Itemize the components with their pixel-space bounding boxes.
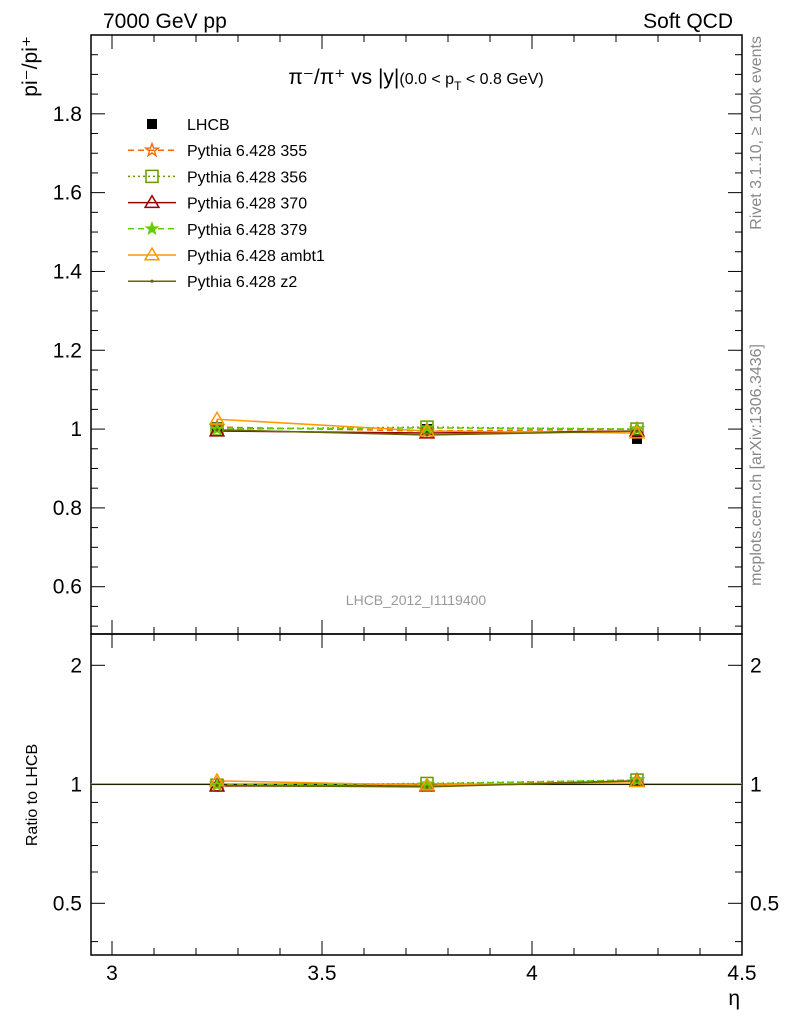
- analysis-watermark: LHCB_2012_I1119400: [346, 592, 487, 608]
- y-tick-label: 1.6: [53, 182, 82, 205]
- legend-marker: [143, 141, 161, 158]
- series-5-point: [628, 424, 646, 439]
- legend-marker: [150, 279, 154, 283]
- ratio-y-tick-label: 0.5: [53, 892, 82, 915]
- series-6-point: [425, 433, 429, 437]
- legend-label: LHCB: [187, 117, 230, 134]
- ratio-y-tick-label-right: 2: [750, 654, 762, 677]
- legend-marker: [147, 119, 157, 129]
- legend-label: Pythia 6.428 370: [187, 196, 307, 213]
- rivet-version-text: Rivet 3.1.10, ≥ 100k events: [748, 36, 765, 230]
- chart-title-cut-sub: T: [454, 79, 462, 93]
- legend-marker: [143, 246, 161, 261]
- legend-marker: [144, 221, 160, 236]
- chart-title: π⁻/π⁺ vs |y|(0.0 < pT < 0.8 GeV): [288, 66, 543, 93]
- legend-label: Pythia 6.428 356: [187, 169, 307, 186]
- series-6-point: [215, 428, 219, 432]
- series-5-ratio-point: [418, 776, 436, 791]
- y-tick-label: 1: [70, 418, 82, 441]
- series-6-ratio-point: [635, 779, 639, 783]
- legend-label: Pythia 6.428 z2: [187, 274, 297, 291]
- series-6-point: [635, 429, 639, 433]
- x-axis-label: η: [728, 987, 740, 1010]
- legend-label: Pythia 6.428 379: [187, 222, 307, 239]
- series-5-point: [208, 410, 226, 425]
- y-tick-label: 1.4: [53, 260, 83, 283]
- y-tick-label: 0.6: [53, 576, 82, 599]
- y-tick-label: 1.8: [53, 103, 82, 126]
- chart-title-main: π⁻/π⁺ vs |y|: [288, 66, 399, 89]
- ratio-y-axis-label: Ratio to LHCB: [24, 744, 41, 846]
- header-right: Soft QCD: [643, 10, 733, 33]
- series-3-point: [628, 422, 646, 437]
- ratio-y-tick-label: 1: [70, 773, 82, 796]
- legend: LHCB Pythia 6.428 355 Pythia 6.428 356 Pyth…: [128, 117, 325, 291]
- series-0-point: [632, 433, 642, 444]
- header-left: 7000 GeV pp: [103, 10, 227, 33]
- series-markers: [208, 410, 646, 793]
- y-axis-label: pi⁻/pi⁺: [19, 36, 42, 97]
- chart-title-cut-a: (0.0 < p: [399, 71, 454, 88]
- series-6-ratio-point: [215, 783, 219, 788]
- legend-label: Pythia 6.428 355: [187, 143, 307, 160]
- x-tick-label: 3.5: [307, 962, 336, 985]
- series-4-point: [419, 420, 435, 435]
- legend-marker: [145, 169, 159, 184]
- legend-marker: [143, 194, 161, 209]
- ratio-y-tick-label-right: 0.5: [750, 892, 779, 915]
- chart-title-cut-b: < 0.8 GeV): [461, 71, 543, 88]
- mcplots-text: mcplots.cern.ch [arXiv:1306.3436]: [748, 344, 765, 586]
- y-tick-label: 1.2: [53, 339, 82, 362]
- series-3-point: [208, 422, 226, 437]
- series-6-ratio-point: [425, 785, 429, 789]
- ratio-y-tick-label-right: 1: [750, 773, 762, 796]
- ratio-y-tick-label: 2: [70, 654, 82, 677]
- ratio-panel-frame: [90, 633, 743, 956]
- legend-label: Pythia 6.428 ambt1: [187, 248, 325, 265]
- x-tick-label: 3: [106, 962, 118, 985]
- series-5-ratio-point: [628, 773, 646, 788]
- x-tick-label: 4.5: [727, 962, 756, 985]
- y-tick-label: 0.8: [53, 497, 82, 520]
- axis-ticks: 3 3.5 4 4.5 0.6 0.8 1 1.2 1.4 1.6 1.8 0.5 0.5 1 1 2 2: [53, 34, 779, 985]
- x-tick-label: 4: [526, 962, 538, 985]
